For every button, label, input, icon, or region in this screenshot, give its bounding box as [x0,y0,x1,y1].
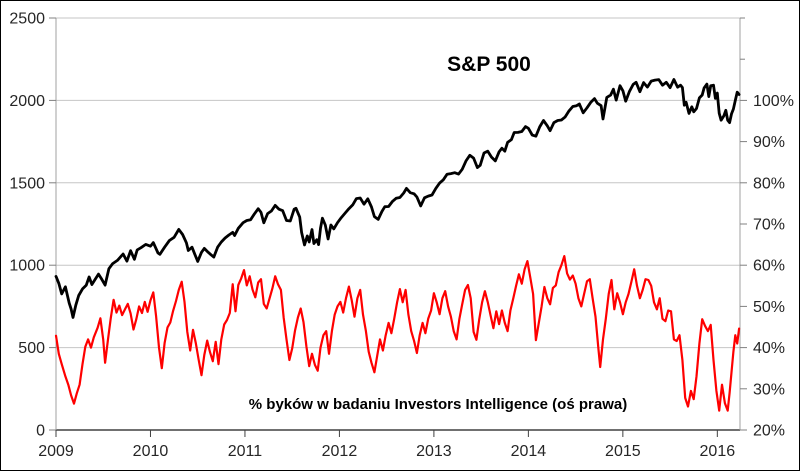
x-axis-year-label: 2009 [38,443,74,460]
x-axis-year-label: 2013 [416,443,452,460]
bulls-percent-line [54,255,741,412]
sp500-line [54,78,741,319]
right-axis-tick-label: 60% [753,258,785,275]
x-axis-year-label: 2010 [133,443,169,460]
left-axis-tick-label: 1000 [9,258,45,275]
left-axis-tick-label: 0 [36,423,45,440]
right-axis-tick-label: 70% [753,217,785,234]
left-axis-tick-label: 500 [18,340,45,357]
x-axis-year-label: 2015 [605,443,641,460]
x-axis-year-label: 2011 [228,443,263,460]
x-axis-year-label: 2016 [700,443,736,460]
right-axis-tick-label: 40% [753,340,785,357]
right-axis-tick-label: 20% [753,423,785,440]
right-axis-tick-label: 30% [753,381,785,398]
chart-title: S&P 500 [447,53,531,76]
red-series-label: % byków w badaniu Investors Intelligence… [248,396,628,413]
right-axis-tick-label: 90% [753,134,785,151]
left-axis-tick-label: 1500 [9,175,45,192]
left-axis-tick-label: 2500 [9,11,45,28]
right-axis-tick-label: 50% [753,299,785,316]
left-axis-tick-label: 2000 [9,93,45,110]
right-axis-tick-label: 100% [753,93,794,110]
x-axis-year-label: 2014 [511,443,547,460]
right-axis-tick-label: 80% [753,175,785,192]
x-axis-year-label: 2012 [322,443,358,460]
